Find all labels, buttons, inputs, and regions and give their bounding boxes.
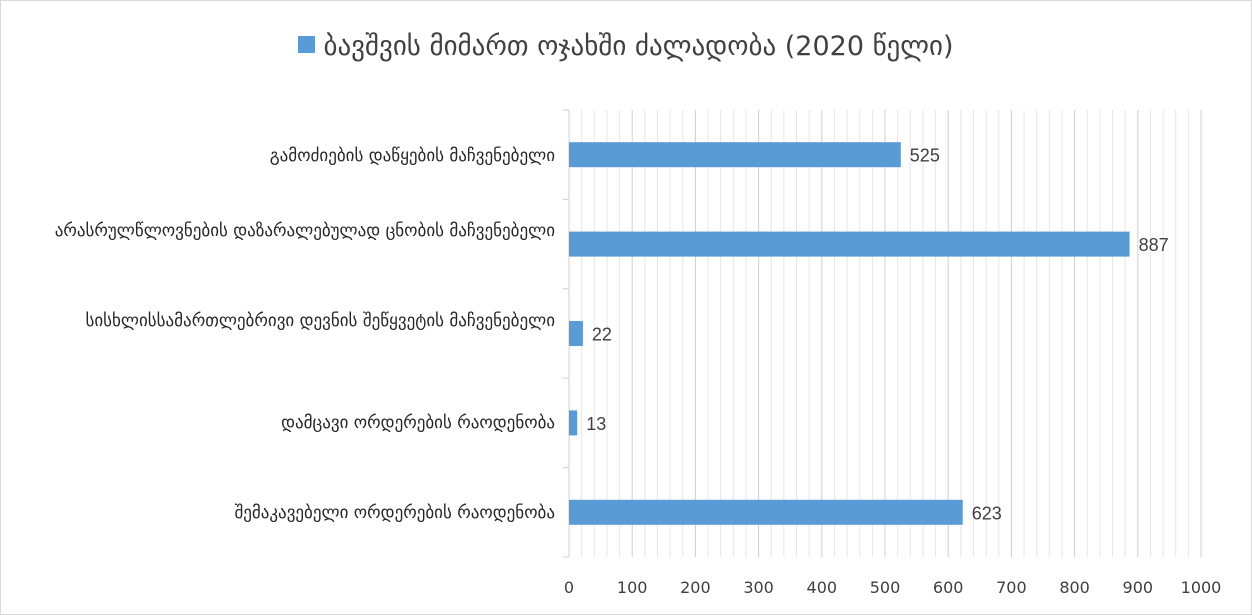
data-label: 887 — [1139, 235, 1169, 255]
bar — [569, 499, 963, 525]
category-label: არასრულწლოვნების დაზარალებულად ცნობის მა… — [54, 221, 555, 241]
category-label: სისხლისსამართლებრივი დევნის შეწყვეტის მა… — [85, 311, 555, 331]
x-tick-label: 300 — [743, 578, 774, 597]
x-tick-label: 400 — [807, 578, 838, 597]
bar — [569, 231, 1130, 257]
x-tick-label: 900 — [1123, 578, 1154, 597]
x-tick-label: 800 — [1059, 578, 1090, 597]
data-label: 623 — [972, 503, 1002, 523]
data-label: 22 — [592, 325, 612, 345]
category-label: გამოძიების დაწყების მაჩვენებელი — [269, 146, 555, 166]
x-tick-label: 1000 — [1181, 578, 1222, 597]
legend-label: ბავშვის მიმართ ოჯახში ძალადობა (2020 წელ… — [323, 31, 954, 62]
x-tick-label: 500 — [870, 578, 901, 597]
data-labels: 525 887 22 13 623 — [586, 146, 1168, 524]
bars — [569, 142, 1130, 525]
data-label: 13 — [586, 414, 606, 434]
category-label: დამცავი ორდერების რაოდენობა — [281, 413, 555, 433]
bar — [569, 142, 901, 168]
x-tick-label: 600 — [933, 578, 964, 597]
x-tick-label: 100 — [617, 578, 648, 597]
x-tick-label: 700 — [996, 578, 1027, 597]
x-axis-ticks: 0 100 200 300 400 500 600 700 800 900 1000 — [564, 578, 1221, 597]
legend-swatch — [298, 36, 316, 53]
legend: ბავშვის მიმართ ოჯახში ძალადობა (2020 წელ… — [0, 30, 1252, 62]
category-axis-line — [563, 109, 570, 558]
gridlines — [581, 110, 1202, 557]
data-label: 525 — [910, 146, 940, 166]
x-tick-label: 200 — [680, 578, 711, 597]
bar — [569, 410, 578, 436]
x-tick-label: 0 — [564, 578, 574, 597]
category-label: შემაკავებელი ორდერების რაოდენობა — [234, 503, 555, 523]
bar — [569, 321, 583, 346]
